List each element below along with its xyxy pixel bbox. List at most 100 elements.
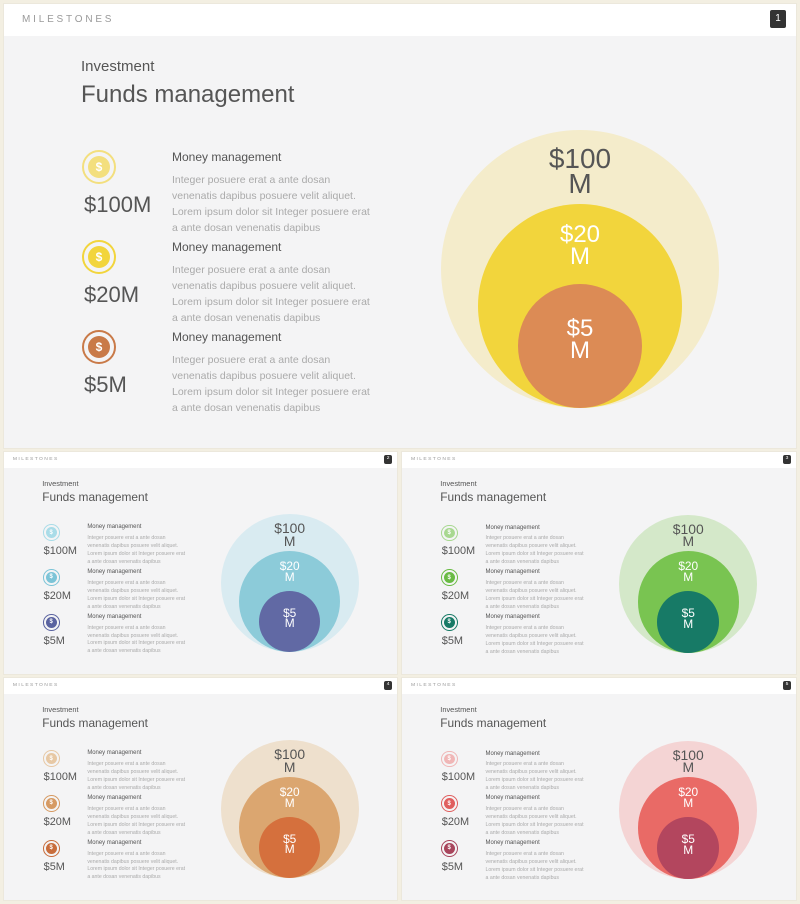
dollar-icon: $ — [440, 795, 458, 813]
dollar-glyph: $ — [443, 798, 455, 810]
dollar-glyph: $ — [443, 617, 455, 628]
slide-header: MILESTONES 5 — [402, 678, 796, 694]
circle-5m: $5 M — [518, 284, 642, 408]
circle-unit: M — [570, 242, 590, 270]
dollar-icon: $ — [82, 240, 116, 274]
circle-unit: M — [682, 533, 695, 550]
dollar-icon: $ — [82, 330, 116, 364]
amount-label: $100M — [84, 192, 152, 217]
page-kicker: Investment — [81, 58, 155, 75]
dollar-icon: $ — [42, 613, 60, 631]
page-kicker: Investment — [440, 704, 477, 714]
item-heading: Money management — [87, 750, 142, 757]
brand-label: MILESTONES — [12, 456, 59, 462]
item-description: Integer posuere erat a ante dosan venena… — [485, 624, 584, 655]
circle-5m: $5 M — [258, 590, 321, 653]
item-description: Integer posuere erat a ante dosan venena… — [485, 580, 584, 611]
dollar-glyph: $ — [443, 572, 455, 584]
amount-label: $20M — [43, 815, 71, 828]
item-description: Integer posuere erat a ante dosan venena… — [172, 354, 370, 414]
brand-label: MILESTONES — [410, 456, 457, 462]
amount-label: $20M — [441, 590, 470, 603]
dollar-icon: $ — [42, 524, 60, 542]
dollar-glyph: $ — [45, 753, 57, 765]
item-heading: Money management — [485, 750, 540, 757]
slide-2[interactable]: MILESTONES 2 Investment Funds management $ $1… — [4, 452, 397, 674]
dollar-glyph: $ — [443, 753, 455, 765]
dollar-glyph: $ — [443, 527, 455, 539]
page-title: Funds management — [440, 490, 547, 505]
slide-4[interactable]: MILESTONES 4 Investment Funds management $ $1… — [4, 678, 397, 900]
circle-value: $20 — [559, 221, 601, 248]
circle-value: $5 — [566, 315, 594, 342]
dollar-glyph: $ — [443, 843, 455, 854]
slide-header: MILESTONES 4 — [4, 678, 397, 694]
circle-unit: M — [568, 168, 592, 200]
circle-value: $100 — [274, 746, 306, 763]
slide-3[interactable]: MILESTONES 3 Investment Funds management $ $1… — [402, 452, 796, 674]
amount-label: $5M — [43, 634, 65, 647]
page-kicker: Investment — [42, 478, 79, 488]
circle-value: $5 — [283, 605, 297, 620]
amount-label: $100M — [441, 771, 476, 784]
item-heading: Money management — [485, 840, 540, 847]
dollar-glyph: $ — [88, 336, 110, 358]
dollar-icon: $ — [440, 614, 458, 631]
slide-5[interactable]: MILESTONES 5 Investment Funds management $ $1… — [402, 678, 796, 900]
dollar-glyph: $ — [45, 616, 57, 628]
item-heading: Money management — [87, 795, 142, 802]
dollar-icon: $ — [440, 524, 458, 542]
circle-unit: M — [683, 570, 694, 585]
item-heading: Money management — [172, 330, 282, 344]
circle-unit: M — [683, 796, 694, 811]
dollar-glyph: $ — [45, 842, 57, 854]
slide-number-badge: 2 — [384, 454, 393, 464]
slide-header: MILESTONES 3 — [402, 452, 796, 468]
slide-number-badge: 1 — [770, 10, 786, 28]
slide-1[interactable]: MILESTONES 1 Investment Funds management $ $1… — [4, 4, 796, 448]
page-title: Funds management — [440, 716, 547, 731]
circle-unit: M — [683, 842, 694, 857]
dollar-icon: $ — [42, 839, 60, 857]
circle-value: $20 — [279, 785, 300, 800]
brand-label: MILESTONES — [12, 682, 59, 688]
item-heading: Money management — [87, 524, 142, 531]
item-heading: Money management — [172, 240, 282, 254]
item-heading: Money management — [485, 524, 540, 531]
dollar-glyph: $ — [45, 527, 57, 539]
dollar-icon: $ — [42, 795, 60, 812]
slide-number-badge: 4 — [384, 680, 393, 690]
page-title: Funds management — [42, 716, 148, 731]
item-heading: Money management — [485, 614, 540, 621]
amount-label: $100M — [43, 771, 78, 784]
circle-5m: $5 M — [258, 816, 321, 879]
item-description: Integer posuere erat a ante dosan venena… — [87, 805, 186, 836]
circle-value: $100 — [548, 143, 612, 174]
dollar-glyph: $ — [45, 572, 57, 583]
item-description: Integer posuere erat a ante dosan venena… — [87, 579, 186, 610]
item-description: Integer posuere erat a ante dosan venena… — [87, 850, 186, 881]
dollar-glyph: $ — [45, 798, 57, 809]
circle-value: $20 — [678, 785, 699, 800]
item-description: Integer posuere erat a ante dosan venena… — [87, 535, 186, 566]
slide-number-badge: 5 — [783, 680, 792, 690]
circle-unit: M — [570, 336, 590, 364]
item-description: Integer posuere erat a ante dosan venena… — [87, 624, 186, 655]
circle-unit: M — [283, 758, 296, 775]
amount-label: $100M — [441, 545, 476, 558]
amount-label: $20M — [84, 282, 140, 307]
item-heading: Money management — [172, 150, 282, 164]
dollar-icon: $ — [42, 750, 60, 768]
item-description: Integer posuere erat a ante dosan venena… — [485, 761, 584, 792]
brand-label: MILESTONES — [22, 14, 115, 25]
circle-value: $5 — [283, 831, 297, 846]
brand-label: MILESTONES — [410, 682, 457, 688]
circle-value: $100 — [274, 520, 306, 537]
circle-value: $100 — [672, 746, 704, 763]
item-heading: Money management — [87, 613, 142, 620]
item-description: Integer posuere erat a ante dosan venena… — [485, 535, 584, 566]
dollar-icon: $ — [440, 569, 458, 587]
item-description: Integer posuere erat a ante dosan venena… — [87, 761, 186, 792]
circle-5m: $5 M — [657, 817, 720, 879]
amount-label: $5M — [43, 860, 65, 873]
